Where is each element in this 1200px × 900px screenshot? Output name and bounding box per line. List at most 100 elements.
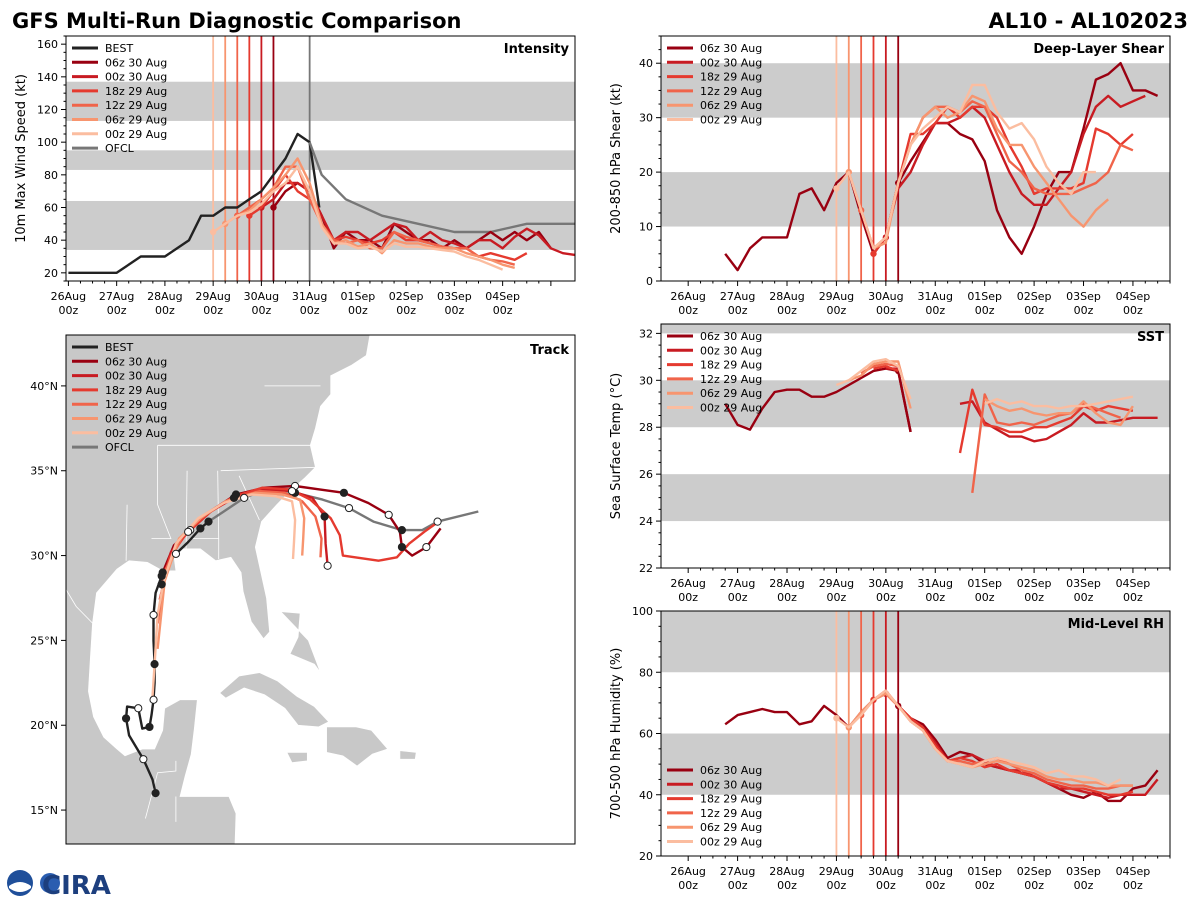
- track-position-marker: [339, 488, 349, 497]
- x-tick-label-hour: 00z: [777, 879, 797, 892]
- x-tick-label-day: 27Aug: [720, 865, 755, 878]
- lat-tick-label: 30°N: [30, 550, 58, 563]
- y-tick-label: 140: [37, 71, 58, 84]
- x-tick-label-day: 02Sep: [1017, 290, 1052, 303]
- series-line-12z-29-aug: [971, 393, 1122, 494]
- x-tick-label-day: 01Sep: [967, 865, 1002, 878]
- legend-label-12z-29-aug: 12z 29 Aug: [700, 373, 762, 386]
- threshold-band: [661, 324, 1170, 334]
- threshold-band: [661, 474, 1170, 522]
- panel-title: SST: [1137, 330, 1164, 345]
- cuba-land: [219, 672, 330, 728]
- series-line-best: [68, 132, 321, 274]
- x-tick-label-hour: 00z: [876, 879, 896, 892]
- lat-tick-label: 20°N: [30, 719, 58, 732]
- init-point: [833, 185, 840, 192]
- y-tick-label: 28: [639, 421, 653, 434]
- track-position-marker: [397, 542, 407, 552]
- legend-label-ofcl: OFCL: [105, 142, 135, 155]
- x-tick-label-day: 29Aug: [819, 577, 854, 590]
- x-tick-label-day: 29Aug: [195, 290, 230, 303]
- x-tick-label-day: 26Aug: [670, 577, 705, 590]
- x-tick-label-day: 28Aug: [147, 290, 182, 303]
- x-tick-label-day: 30Aug: [868, 865, 903, 878]
- track-position-marker: [157, 580, 166, 589]
- x-tick-label-hour: 00z: [678, 879, 698, 892]
- x-tick-label-hour: 00z: [728, 591, 748, 604]
- y-tick-label: 32: [639, 327, 653, 340]
- y-axis-label: 700-500 hPa Humidity (%): [609, 648, 624, 820]
- x-tick-label-hour: 00z: [300, 304, 320, 317]
- x-tick-label-hour: 00z: [925, 304, 945, 317]
- x-tick-label-hour: 00z: [827, 591, 847, 604]
- x-tick-label-hour: 00z: [975, 879, 995, 892]
- legend-label-18z-29-aug: 18z 29 Aug: [700, 359, 762, 372]
- x-tick-label-day: 02Sep: [1017, 577, 1052, 590]
- state-border: [217, 470, 220, 539]
- x-tick-label-day: 03Sep: [1066, 290, 1101, 303]
- series-line-06z-30-aug: [724, 692, 1159, 803]
- x-tick-label-hour: 00z: [1024, 879, 1044, 892]
- x-tick-label-hour: 00z: [1074, 591, 1094, 604]
- rh-panel: 2040608010026Aug00z27Aug00z28Aug00z29Aug…: [609, 605, 1171, 892]
- x-tick-label-hour: 00z: [678, 304, 698, 317]
- y-tick-label: 30: [639, 112, 653, 125]
- threshold-band: [66, 150, 575, 170]
- track-position-marker: [229, 493, 239, 502]
- cira-globe-icon: [40, 873, 60, 893]
- y-tick-label: 24: [639, 515, 653, 528]
- series-line-18z-29-aug: [872, 689, 1134, 796]
- x-tick-label-day: 03Sep: [1066, 865, 1101, 878]
- series-line-18z-29-aug: [958, 388, 1134, 454]
- threshold-band: [66, 81, 575, 121]
- legend-label-00z-29-aug: 00z 29 Aug: [700, 402, 762, 415]
- intensity-panel: 2040608010012014016026Aug00z27Aug00z28Au…: [14, 35, 576, 317]
- x-tick-label-hour: 00z: [925, 879, 945, 892]
- init-point: [209, 228, 217, 236]
- panel-title: Intensity: [504, 42, 570, 57]
- x-tick-label-hour: 00z: [777, 304, 797, 317]
- shear-panel: 01020304026Aug00z27Aug00z28Aug00z29Aug00…: [609, 35, 1171, 317]
- legend-label-12z-29-aug: 12z 29 Aug: [105, 99, 167, 112]
- x-tick-label-hour: 00z: [678, 591, 698, 604]
- x-tick-label-day: 31Aug: [918, 577, 953, 590]
- land-group: [66, 335, 417, 844]
- x-tick-label-day: 01Sep: [967, 290, 1002, 303]
- legend-label-best: BEST: [105, 341, 133, 354]
- y-tick-label: 20: [639, 166, 653, 179]
- x-tick-label-hour: 00z: [975, 304, 995, 317]
- x-tick-label-day: 31Aug: [918, 290, 953, 303]
- bahamas-land: [279, 611, 321, 673]
- puerto-rico-land: [399, 750, 417, 760]
- axes-frame: [660, 323, 1171, 569]
- noaa-wave-icon: [9, 882, 31, 892]
- series-group: [68, 132, 575, 274]
- threshold-band: [661, 63, 1170, 118]
- y-axis-label: 200-850 hPa Shear (kt): [609, 83, 624, 234]
- init-point: [270, 204, 277, 211]
- legend-label-06z-29-aug: 06z 29 Aug: [105, 413, 167, 426]
- legend-label-06z-29-aug: 06z 29 Aug: [105, 114, 167, 127]
- legend-label-06z-30-aug: 06z 30 Aug: [700, 42, 762, 55]
- map-frame: [65, 334, 576, 845]
- legend-label-00z-30-aug: 00z 30 Aug: [700, 344, 762, 357]
- x-tick-label-day: 30Aug: [244, 290, 279, 303]
- x-tick-label-hour: 00z: [1123, 879, 1143, 892]
- cira-logo: CIRA: [7, 870, 111, 900]
- track-position-marker: [320, 512, 329, 521]
- x-tick-label-day: 28Aug: [769, 865, 804, 878]
- legend-label-00z-29-aug: 00z 29 Aug: [105, 128, 167, 141]
- series-group: [724, 689, 1159, 803]
- x-tick-label-hour: 00z: [493, 304, 513, 317]
- series-line-06z-30-aug-early: [897, 370, 912, 433]
- track-position-marker: [384, 510, 393, 519]
- lat-tick-label: 40°N: [30, 380, 58, 393]
- y-tick-label: 60: [639, 728, 653, 741]
- x-tick-label-day: 31Aug: [292, 290, 327, 303]
- state-border: [238, 475, 260, 521]
- y-tick-label: 160: [37, 38, 58, 51]
- x-tick-label-hour: 00z: [1123, 304, 1143, 317]
